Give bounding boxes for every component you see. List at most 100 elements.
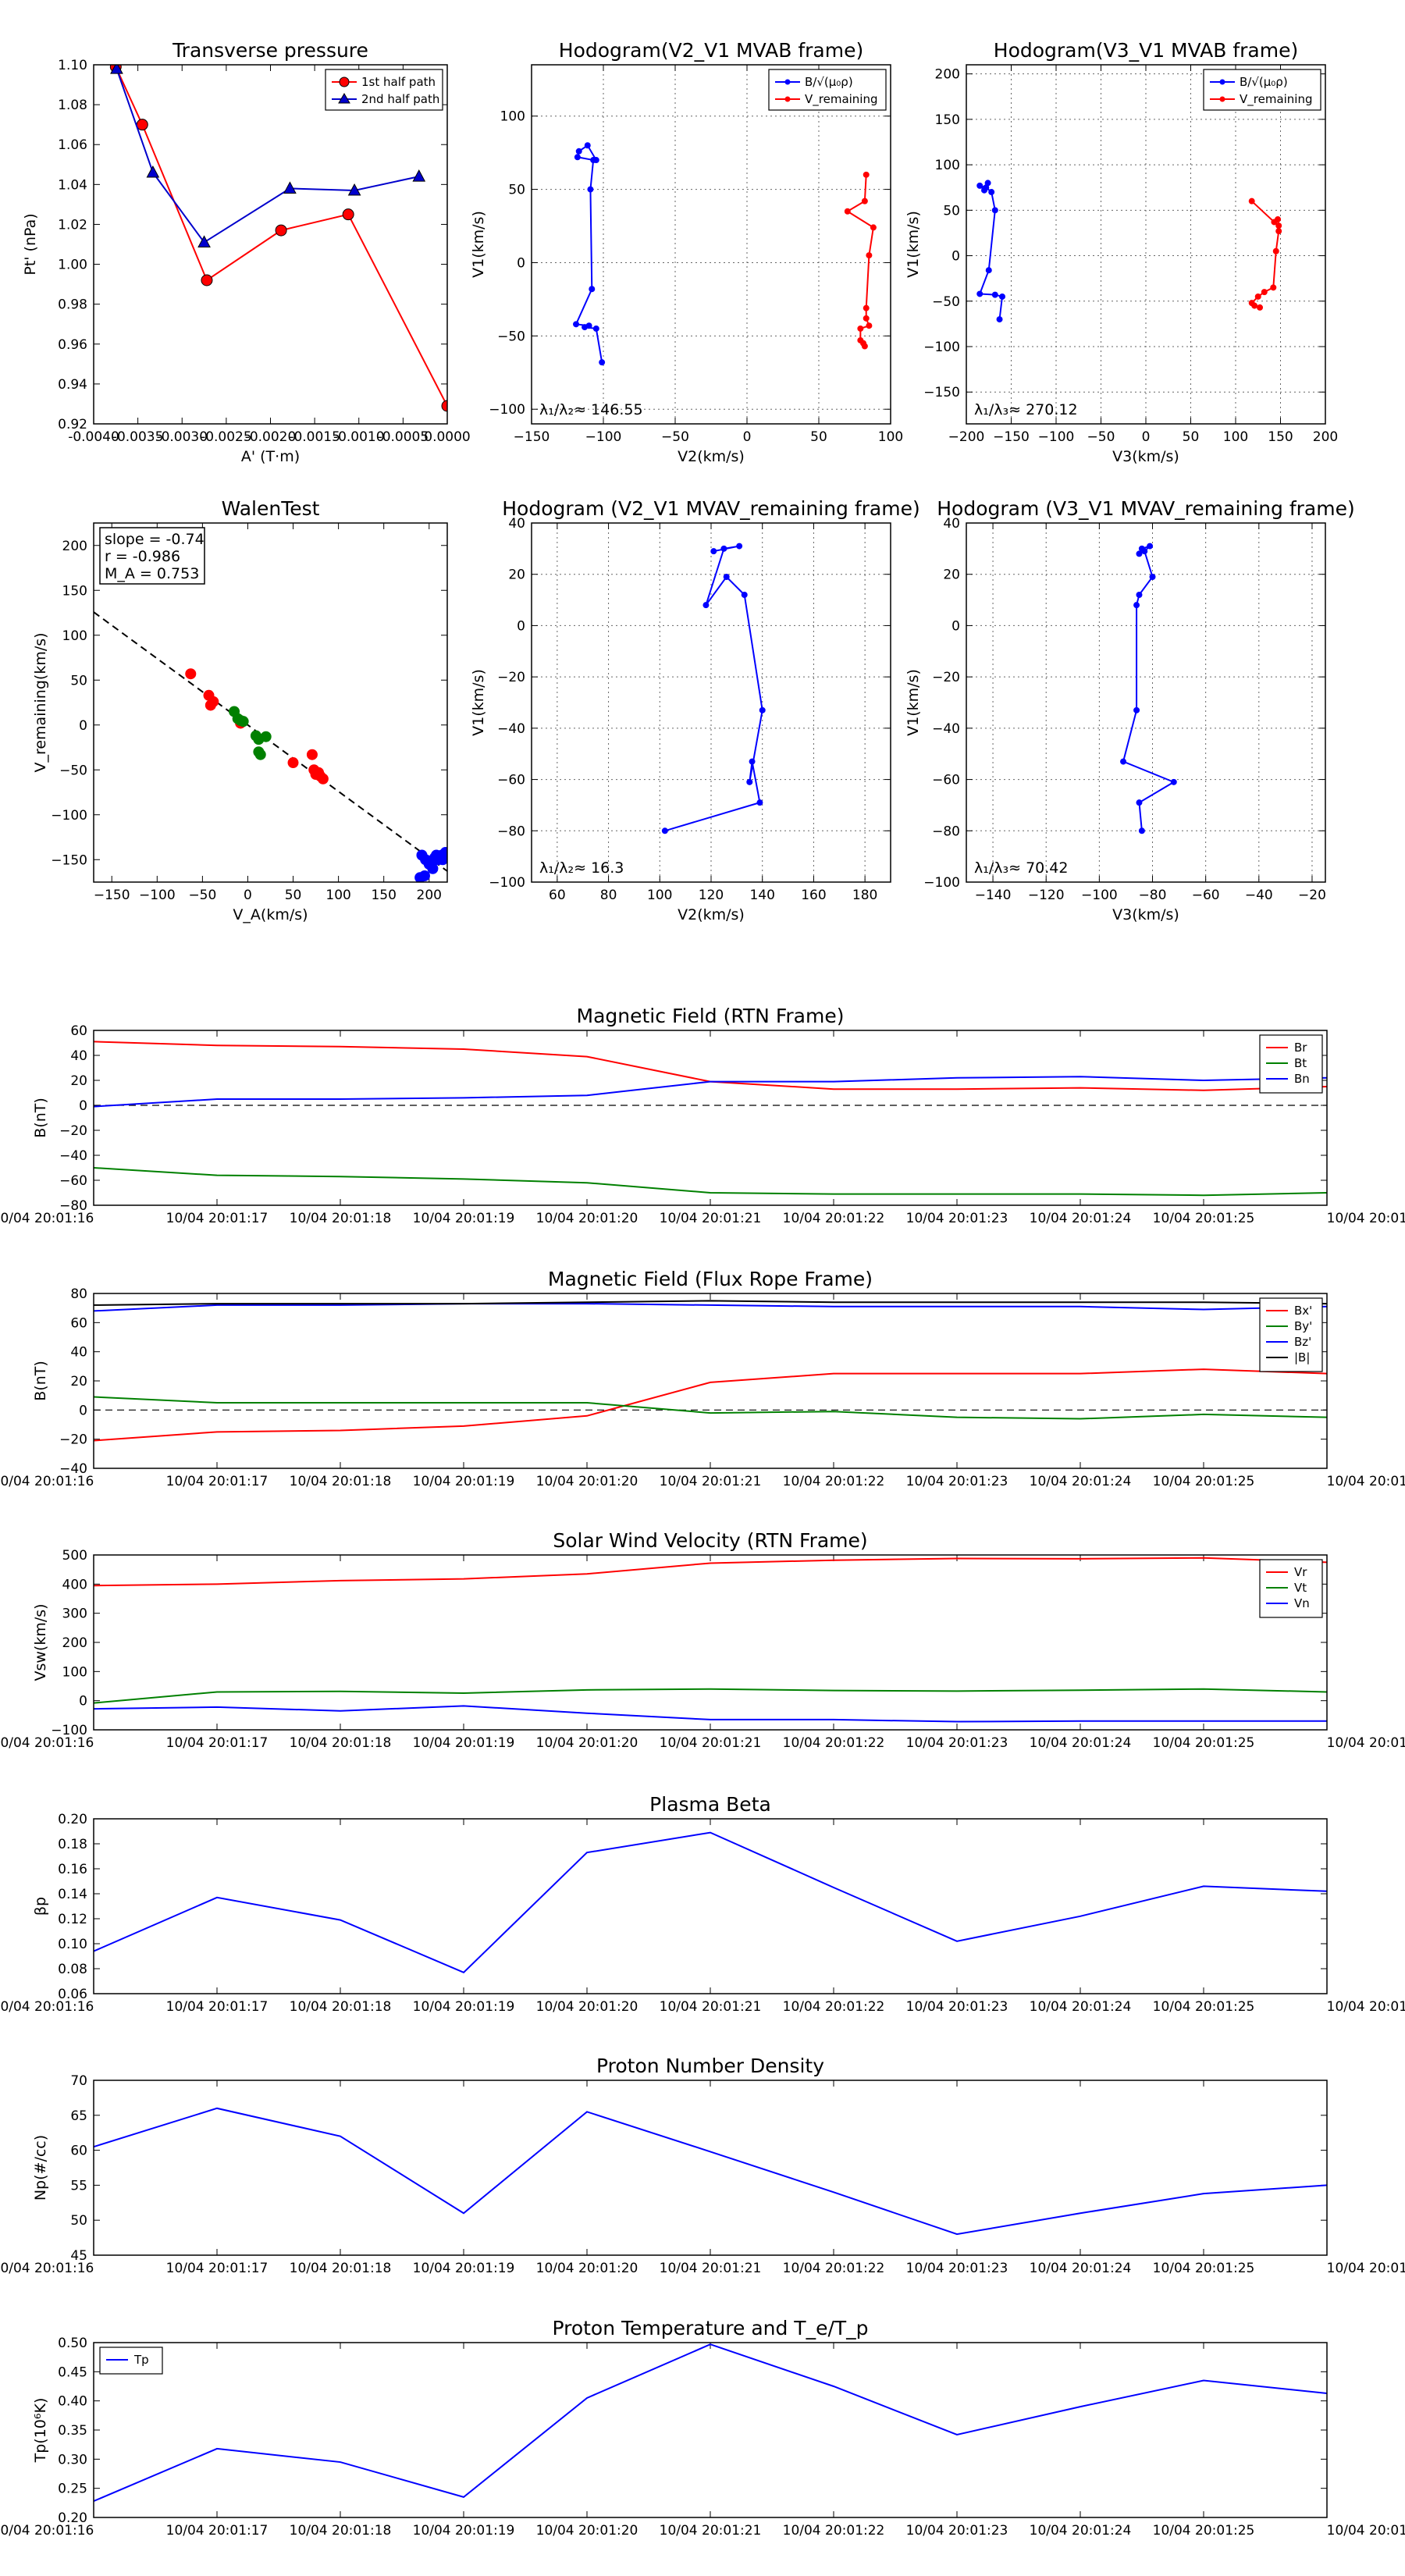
legend-label: 2nd half path xyxy=(361,92,439,106)
time-tick-label: 10/04 20:01:24 xyxy=(1030,1735,1132,1751)
x-axis-label: V2(km/s) xyxy=(678,448,745,465)
y-tick-label: 0.14 xyxy=(58,1887,87,1902)
data-point xyxy=(991,291,998,298)
series-line-Np xyxy=(94,2107,1327,2236)
series-line-Br xyxy=(94,1041,1327,1091)
time-tick-label: 10/04 20:01:25 xyxy=(1153,2523,1255,2539)
y-tick-label: −100 xyxy=(51,808,87,824)
x-axis-label: V2(km/s) xyxy=(678,906,745,923)
chart-title: Magnetic Field (Flux Rope Frame) xyxy=(548,1268,873,1290)
x-tick-label: 160 xyxy=(801,888,826,903)
data-point xyxy=(584,142,591,149)
x-tick-label: −80 xyxy=(1139,888,1167,903)
y-tick-label: −100 xyxy=(51,1723,87,1738)
data-point xyxy=(991,207,998,214)
x-tick-label: 150 xyxy=(371,888,396,903)
y-tick-label: 0.20 xyxy=(58,2510,87,2526)
data-point xyxy=(857,336,864,343)
time-tick-label: 10/04 20:01:18 xyxy=(290,1474,392,1489)
series-line-Bz' xyxy=(94,1303,1327,1312)
time-tick-label: 10/04 20:01:21 xyxy=(660,1735,762,1751)
x-tick-label: −150 xyxy=(94,888,130,903)
x-tick-label: 60 xyxy=(549,888,566,903)
y-tick-label: −60 xyxy=(932,773,960,788)
y-tick-label: 0.94 xyxy=(58,377,87,393)
time-tick-label: 10/04 20:01:16 xyxy=(0,2261,94,2276)
data-point xyxy=(1170,778,1177,785)
x-tick-label: −200 xyxy=(948,429,985,445)
time-tick-label: 10/04 20:01:21 xyxy=(660,1211,762,1226)
y-tick-label: −100 xyxy=(489,875,525,891)
data-point xyxy=(661,827,668,834)
time-tick-label: 10/04 20:01:18 xyxy=(290,2261,392,2276)
data-point xyxy=(197,235,211,247)
y-tick-label: 0.50 xyxy=(58,2336,87,2351)
series-line-Vr xyxy=(94,1557,1327,1587)
y-tick-label: 100 xyxy=(935,158,960,173)
legend-marker xyxy=(1219,96,1225,102)
y-tick-label: −50 xyxy=(932,294,960,310)
x-tick-label: 0 xyxy=(1142,429,1151,445)
y-tick-label: 150 xyxy=(935,112,960,128)
data-point xyxy=(723,574,730,580)
x-tick-label: 120 xyxy=(699,888,724,903)
data-point xyxy=(1133,706,1140,713)
data-point-red xyxy=(306,749,318,760)
data-point-red xyxy=(317,773,329,785)
data-point-red xyxy=(208,696,219,707)
time-tick-label: 10/04 20:01:17 xyxy=(166,2523,269,2539)
data-point xyxy=(1270,284,1277,291)
data-point xyxy=(342,208,354,221)
time-tick-label: 10/04 20:01:19 xyxy=(413,2261,515,2276)
chart-ts5: Proton Number Density 10/04 20:01:16 10/04… xyxy=(0,2055,1405,2276)
x-tick-label: −50 xyxy=(188,888,216,903)
data-point xyxy=(746,778,753,785)
data-point xyxy=(1257,304,1264,311)
chart-title: Hodogram(V3_V1 MVAB frame) xyxy=(994,39,1298,62)
time-tick-label: 10/04 20:01:21 xyxy=(660,1999,762,2015)
data-point xyxy=(136,119,148,131)
series-line-1 xyxy=(845,174,875,347)
legend-marker xyxy=(784,96,791,102)
time-tick-label: 10/04 20:01:17 xyxy=(166,1474,269,1489)
x-tick-label: -0.0005 xyxy=(378,429,429,445)
data-point xyxy=(736,543,743,550)
y-axis-label: Tp(10⁶K) xyxy=(32,2398,49,2464)
time-tick-label: 10/04 20:01:26 xyxy=(1327,1999,1405,2015)
data-point xyxy=(857,325,864,332)
stats-line: M_A = 0.753 xyxy=(105,565,199,582)
data-point xyxy=(720,545,727,552)
data-point xyxy=(573,321,580,328)
time-tick-label: 10/04 20:01:18 xyxy=(290,2523,392,2539)
x-axis-label: V3(km/s) xyxy=(1112,906,1179,923)
data-point xyxy=(599,359,606,366)
x-tick-label: 100 xyxy=(647,888,672,903)
time-tick-label: 10/04 20:01:21 xyxy=(660,1474,762,1489)
data-point xyxy=(1136,799,1143,806)
time-tick-label: 10/04 20:01:22 xyxy=(783,1735,885,1751)
y-tick-label: 0 xyxy=(79,1098,87,1114)
data-point xyxy=(985,267,992,274)
legend-label: Vt xyxy=(1294,1581,1307,1595)
y-tick-label: 1.08 xyxy=(58,98,87,113)
x-tick-label: 100 xyxy=(325,888,350,903)
data-point xyxy=(275,224,287,237)
data-point-blue xyxy=(414,872,426,882)
y-tick-label: 500 xyxy=(62,1548,87,1564)
time-tick-label: 10/04 20:01:19 xyxy=(413,1999,515,2015)
plot-area xyxy=(661,543,766,834)
data-point xyxy=(861,197,868,205)
y-tick-label: 0.16 xyxy=(58,1862,87,1877)
plot-area xyxy=(94,1300,1327,1442)
x-axis-label: V_A(km/s) xyxy=(233,906,308,923)
time-tick-label: 10/04 20:01:26 xyxy=(1327,1735,1405,1751)
time-tick-label: 10/04 20:01:24 xyxy=(1030,1474,1132,1489)
chart-title: Plasma Beta xyxy=(649,1793,771,1816)
legend: Tp xyxy=(99,2347,163,2375)
data-point xyxy=(575,148,582,155)
x-tick-label: −60 xyxy=(1192,888,1220,903)
series-line-0 xyxy=(664,545,763,832)
legend-label: By' xyxy=(1294,1319,1312,1333)
y-tick-label: 60 xyxy=(70,1315,87,1331)
